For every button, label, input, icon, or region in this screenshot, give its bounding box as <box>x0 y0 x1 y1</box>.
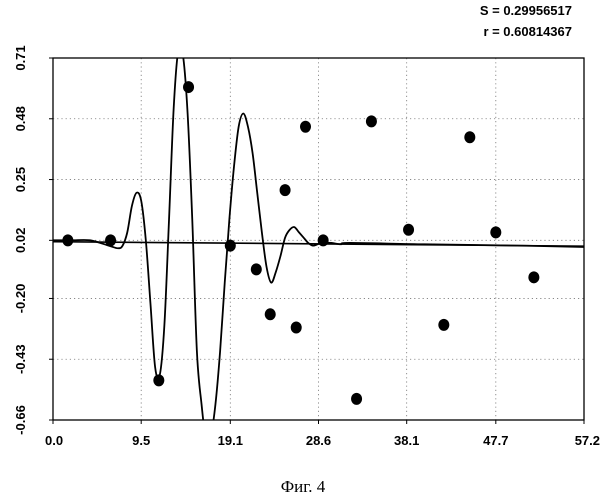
data-point <box>225 240 236 252</box>
x-tick-label: 47.7 <box>483 433 508 448</box>
x-tick-label: 9.5 <box>132 433 150 448</box>
x-tick-label: 28.6 <box>306 433 331 448</box>
data-point <box>251 263 262 275</box>
y-tick-label: 0.48 <box>13 106 28 131</box>
data-point <box>62 234 73 246</box>
data-point <box>490 226 501 238</box>
data-point <box>351 393 362 405</box>
data-point <box>300 121 311 133</box>
data-point <box>183 81 194 93</box>
data-point <box>528 271 539 283</box>
data-point <box>265 308 276 320</box>
data-point <box>366 115 377 127</box>
x-tick-label: 38.1 <box>394 433 419 448</box>
y-tick-label: -0.20 <box>13 284 28 314</box>
y-tick-label: 0.71 <box>13 45 28 70</box>
data-point <box>403 224 414 236</box>
data-point <box>280 184 291 196</box>
figure-caption: Фиг. 4 <box>281 477 326 496</box>
x-tick-label: 19.1 <box>218 433 243 448</box>
x-axis: 0.0 9.5 19.1 28.6 38.1 47.7 57.2 <box>45 420 600 448</box>
data-point <box>438 319 449 331</box>
data-point <box>318 234 329 246</box>
y-tick-label: 0.02 <box>13 228 28 253</box>
data-point <box>464 131 475 143</box>
data-point <box>153 374 164 386</box>
y-axis: 0.71 0.48 0.25 0.02 -0.20 -0.43 -0.66 <box>13 45 53 434</box>
y-tick-label: -0.43 <box>13 344 28 374</box>
x-tick-label: 0.0 <box>45 433 63 448</box>
stat-r: r = 0.60814367 <box>483 24 572 39</box>
y-tick-label: -0.66 <box>13 405 28 435</box>
stat-s: S = 0.29956517 <box>480 3 572 18</box>
data-point <box>105 234 116 246</box>
data-point <box>291 322 302 334</box>
x-tick-label: 57.2 <box>575 433 600 448</box>
y-tick-label: 0.25 <box>13 167 28 192</box>
